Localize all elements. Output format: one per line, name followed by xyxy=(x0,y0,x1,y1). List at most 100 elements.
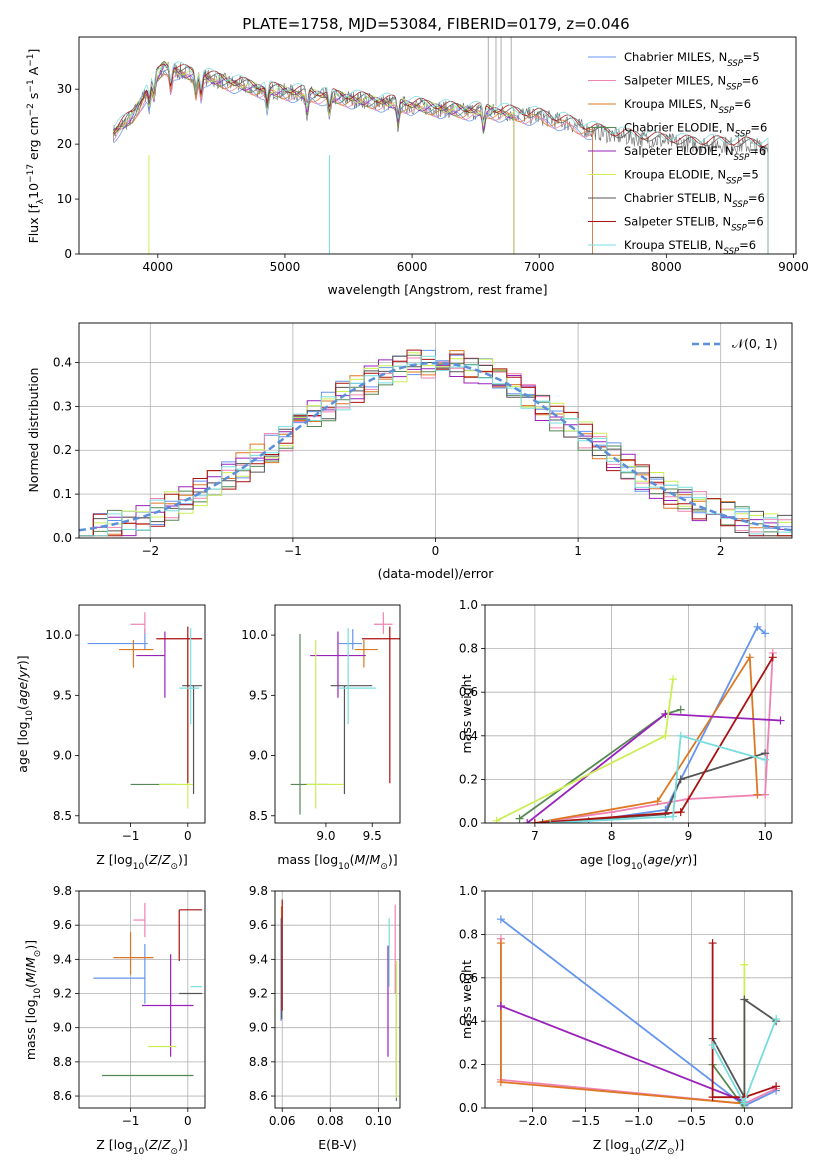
y-tick-label: 8.6 xyxy=(53,1089,72,1103)
data-point xyxy=(740,995,749,1004)
data-point xyxy=(515,814,524,823)
data-point xyxy=(496,939,505,948)
y-tick-label: 0.8 xyxy=(459,642,478,656)
x-tick-label: 8 xyxy=(608,829,616,843)
x-axis-label: E(B-V) xyxy=(318,1137,357,1152)
x-axis-label: mass [log10(M/M⊙)] xyxy=(277,852,397,872)
y-axis-label: mass weight xyxy=(459,960,474,1039)
data-point xyxy=(530,819,539,823)
x-tick-label: −1 xyxy=(122,829,140,843)
age_vs_mass-frame xyxy=(274,604,401,824)
mass_vs_ebv-marks xyxy=(280,899,397,1102)
age_vs_mass-marks xyxy=(290,612,400,815)
series-chabrier-miles xyxy=(584,622,770,823)
mass_vs_ebv-frame xyxy=(274,890,401,1109)
data-point xyxy=(661,731,670,740)
x-axis-label: (data-model)/error xyxy=(378,566,495,581)
y-tick-label: 0.6 xyxy=(459,685,478,699)
x-tick-label: 0 xyxy=(432,544,440,558)
x-tick-label: −1.5 xyxy=(571,1114,600,1128)
y-axis-label: Normed distribution xyxy=(26,368,41,493)
x-tick-label: 9.5 xyxy=(363,829,382,843)
x-tick-label: 0 xyxy=(184,829,192,843)
series-salpeter-elodie xyxy=(523,710,785,823)
y-axis-label: age [log10(age/yr)] xyxy=(15,655,35,772)
x-axis-label: Z [log10(Z/Z⊙)] xyxy=(96,852,188,872)
point-salpeter-elodie xyxy=(142,954,194,1057)
age_vs_mass-panel: 9.0 9.5 8.5 9.0 9.5 10.0 mass [log10(M/M⊙)] xyxy=(241,604,401,872)
y-tick-label: 1.0 xyxy=(459,884,478,898)
point-chabrier-stelib xyxy=(182,685,203,795)
data-point xyxy=(492,816,501,823)
y-tick-label: 9.0 xyxy=(53,749,72,763)
y-tick-label: 9.0 xyxy=(53,1021,72,1035)
y-tick-label: 9.5 xyxy=(249,688,268,702)
model-kroupa-elodie xyxy=(113,61,515,254)
x-axis-label: Z [log10(Z/Z⊙)] xyxy=(593,1137,685,1157)
point-salpeter-elodie xyxy=(136,631,166,698)
series-line xyxy=(534,654,759,823)
y-tick-label: 8.5 xyxy=(249,809,268,823)
y-tick-label: 8.8 xyxy=(249,1055,268,1069)
x-tick-label: 8000 xyxy=(651,260,682,274)
point-kroupa-stelib xyxy=(338,627,376,725)
x-tick-label: 0.0 xyxy=(735,1114,754,1128)
point-salpeter-miles xyxy=(133,902,146,938)
x-tick-label: −0.5 xyxy=(677,1114,706,1128)
x-tick-label: 7000 xyxy=(524,260,555,274)
x-tick-label: 2 xyxy=(717,544,725,558)
y-tick-label: 30 xyxy=(57,82,72,96)
y-tick-label: 9.6 xyxy=(249,918,268,932)
data-point xyxy=(496,1002,505,1011)
y-tick-label: 9.8 xyxy=(53,884,72,898)
x-tick-label: 0.06 xyxy=(269,1114,296,1128)
x-axis-label: Z [log10(Z/Z⊙)] xyxy=(96,1137,188,1157)
y-tick-label: 0.4 xyxy=(53,355,72,369)
y-tick-label: 9.2 xyxy=(53,987,72,1001)
spectrum-marks xyxy=(112,37,769,254)
point-kroupa-elodie xyxy=(306,639,344,809)
mass_vs_ebv-ticks: 0.06 0.08 0.10 8.6 8.8 9.0 9.2 9.4 9.6 9.8 xyxy=(249,884,392,1128)
x-tick-label: −1 xyxy=(284,544,302,558)
x-axis-label: wavelength [Angstrom, rest frame] xyxy=(327,282,547,297)
spectrum-panel: 4000 5000 6000 7000 8000 9000 0 10 20 30 wavelengt… xyxy=(26,36,809,297)
data-point xyxy=(740,1097,749,1106)
data-point xyxy=(496,1077,505,1086)
series-kroupa-miles xyxy=(530,653,762,823)
series-line xyxy=(500,1005,745,1103)
point-chabrier-miles xyxy=(93,943,146,1004)
point-kroupa-miles xyxy=(119,639,154,668)
y-tick-label: 9.4 xyxy=(53,952,72,966)
series-line xyxy=(711,1064,746,1108)
x-tick-label: 0 xyxy=(184,1114,192,1128)
spectrum-frame xyxy=(78,36,797,255)
legend-entry: Chabrier MILES, NSSP=5 xyxy=(624,50,760,69)
y-tick-label: 10.0 xyxy=(45,628,72,642)
series-line xyxy=(711,997,777,1098)
point-kroupa-miles xyxy=(354,639,378,668)
data-point xyxy=(708,939,717,948)
legend-entry: Kroupa STELIB, NSSP=6 xyxy=(624,238,756,257)
x-tick-label: −2.0 xyxy=(518,1114,547,1128)
x-tick-label: 4000 xyxy=(143,260,174,274)
y-tick-label: 8.8 xyxy=(53,1055,72,1069)
point-chabrier-elodie xyxy=(290,633,328,815)
point-salpeter-stelib xyxy=(178,909,203,962)
spectrum-legend: Chabrier MILES, NSSP=5 Salpeter MILES, NS… xyxy=(588,50,767,257)
y-axis-label: mass [log10(M/M⊙)] xyxy=(23,940,43,1060)
data-point xyxy=(761,790,770,799)
massweight_vs_age-grid xyxy=(485,604,792,824)
residual_histogram-panel: −2 −1 0 1 2 0.0 0.1 0.2 0.3 0.4 𝒩(0, 1) (data-model… xyxy=(26,322,793,581)
y-tick-label: 1.0 xyxy=(459,598,478,612)
mass_vs_ebv-grid xyxy=(275,890,400,1108)
normal-reference-curve xyxy=(79,361,792,532)
data-point xyxy=(676,808,685,817)
massweight_vs_Z-marks xyxy=(496,915,781,1108)
x-tick-label: 1 xyxy=(574,544,582,558)
y-tick-label: 9.6 xyxy=(53,918,72,932)
series-salpeter-elodie xyxy=(496,1002,749,1106)
x-tick-label: 7 xyxy=(531,829,539,843)
data-point xyxy=(676,705,685,714)
y-tick-label: 0.0 xyxy=(459,816,478,830)
